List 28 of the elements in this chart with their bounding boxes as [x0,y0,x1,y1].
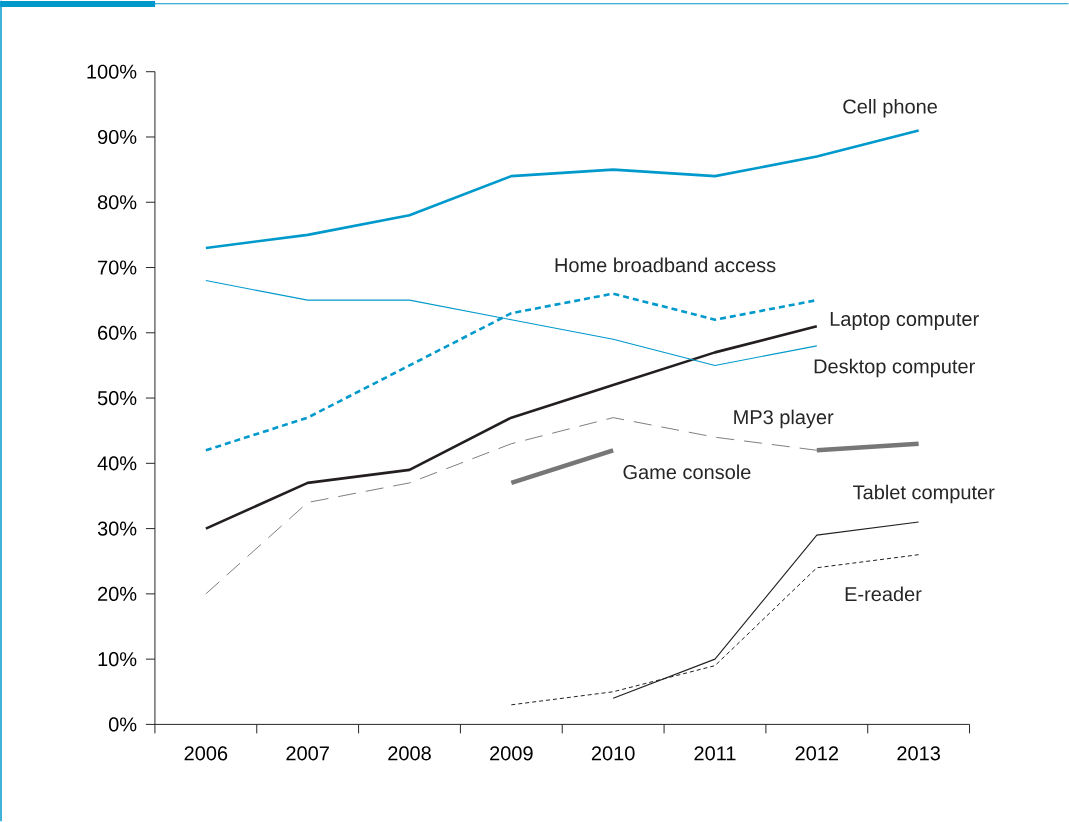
y-tick-label: 10% [98,652,137,667]
x-tick-label: 2006 [184,746,228,761]
series-label: Desktop computer [814,358,975,378]
x-tick-label: 2013 [897,746,940,761]
x-tick-label: 2007 [286,746,329,761]
series-label: Game console [623,464,751,480]
series-label: MP3 player [734,409,834,429]
y-tick-label: 20% [98,586,137,601]
y-tick-label: 50% [97,390,137,406]
series-label: Laptop computer [830,312,979,330]
series-label: Home broadband access [555,257,776,273]
line-series [204,129,920,250]
x-tick-label: 2008 [388,746,431,761]
x-tick-label: 2010 [591,746,635,761]
x-tick-label: 2011 [694,746,736,761]
y-tick-label: 100% [87,64,137,79]
series-label: E-reader [845,586,922,602]
y-tick-label: 60% [98,325,137,340]
series-label: Tablet computer [853,484,995,504]
series-label: Cell phone [843,98,937,118]
y-tick-label: 90% [98,129,137,144]
y-tick-label: 40% [97,456,137,471]
y-tick-label: 80% [97,195,137,210]
x-tick-label: 2009 [490,746,533,761]
y-tick-label: 70% [98,260,137,275]
y-tick-label: 0% [108,717,137,732]
x-tick-label: 2012 [795,746,839,761]
y-tick-label: 30% [97,521,137,536]
